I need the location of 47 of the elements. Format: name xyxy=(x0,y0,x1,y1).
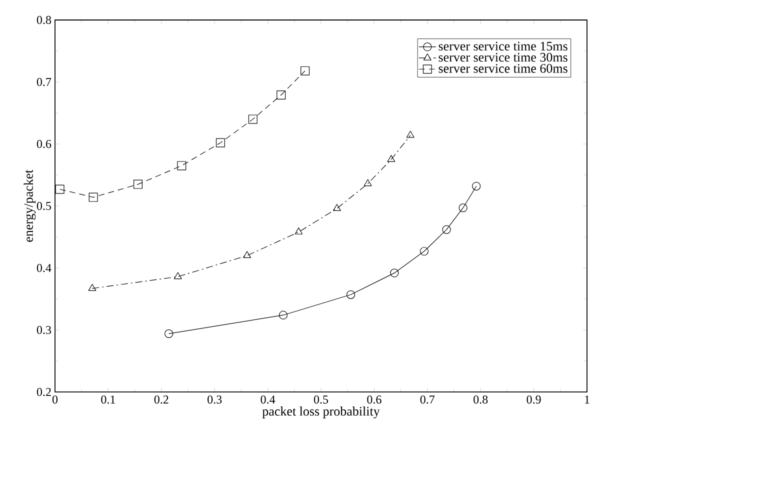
point xyxy=(248,114,258,124)
y-tick-label: 0.2 xyxy=(36,388,51,396)
point xyxy=(278,310,288,320)
point xyxy=(300,66,310,76)
x-tick-label: 0.6 xyxy=(367,396,382,404)
y-tick-label: 0.5 xyxy=(36,202,52,210)
x-tick-label: 0.4 xyxy=(260,396,276,404)
legend-label: server service time 15ms xyxy=(438,42,568,51)
point xyxy=(458,204,468,212)
point xyxy=(390,268,399,278)
point xyxy=(276,90,286,100)
point xyxy=(216,138,225,148)
point xyxy=(55,184,64,194)
x-tick-label: 1 xyxy=(585,396,590,404)
point xyxy=(243,251,251,258)
y-tick-label: 0.4 xyxy=(36,264,52,272)
point xyxy=(442,225,451,234)
point xyxy=(174,272,182,280)
point xyxy=(164,329,174,338)
x-tick-label: 0.3 xyxy=(208,396,222,404)
point xyxy=(387,154,396,162)
legend-label: server service time 60ms xyxy=(438,64,568,73)
point xyxy=(177,161,186,170)
x-tick-label: 0 xyxy=(52,396,58,404)
x-tick-label: 0.8 xyxy=(474,396,488,404)
point xyxy=(420,246,429,256)
point xyxy=(88,192,98,202)
y-tick-label: 0.3 xyxy=(36,326,52,334)
point xyxy=(88,284,96,291)
point xyxy=(294,228,303,234)
y-tick-label: 0.7 xyxy=(36,78,52,86)
point xyxy=(406,130,414,138)
point xyxy=(134,180,142,189)
y-tick-label: 0.8 xyxy=(36,16,52,24)
point xyxy=(346,290,356,299)
x-tick-label: 0.7 xyxy=(420,396,435,404)
point xyxy=(333,204,341,211)
y-axis-title: energy/packet xyxy=(24,170,36,242)
y-tick-label: 0.6 xyxy=(36,140,52,148)
legend-label: server service time 30ms xyxy=(438,52,568,62)
x-tick-label: 0.1 xyxy=(101,396,115,404)
point xyxy=(472,182,481,190)
x-axis-title: packet loss probability xyxy=(262,406,380,418)
x-tick-label: 0.2 xyxy=(154,396,168,404)
x-tick-label: 0.5 xyxy=(314,396,328,404)
point xyxy=(364,179,372,186)
x-tick-label: 0.9 xyxy=(526,396,541,404)
